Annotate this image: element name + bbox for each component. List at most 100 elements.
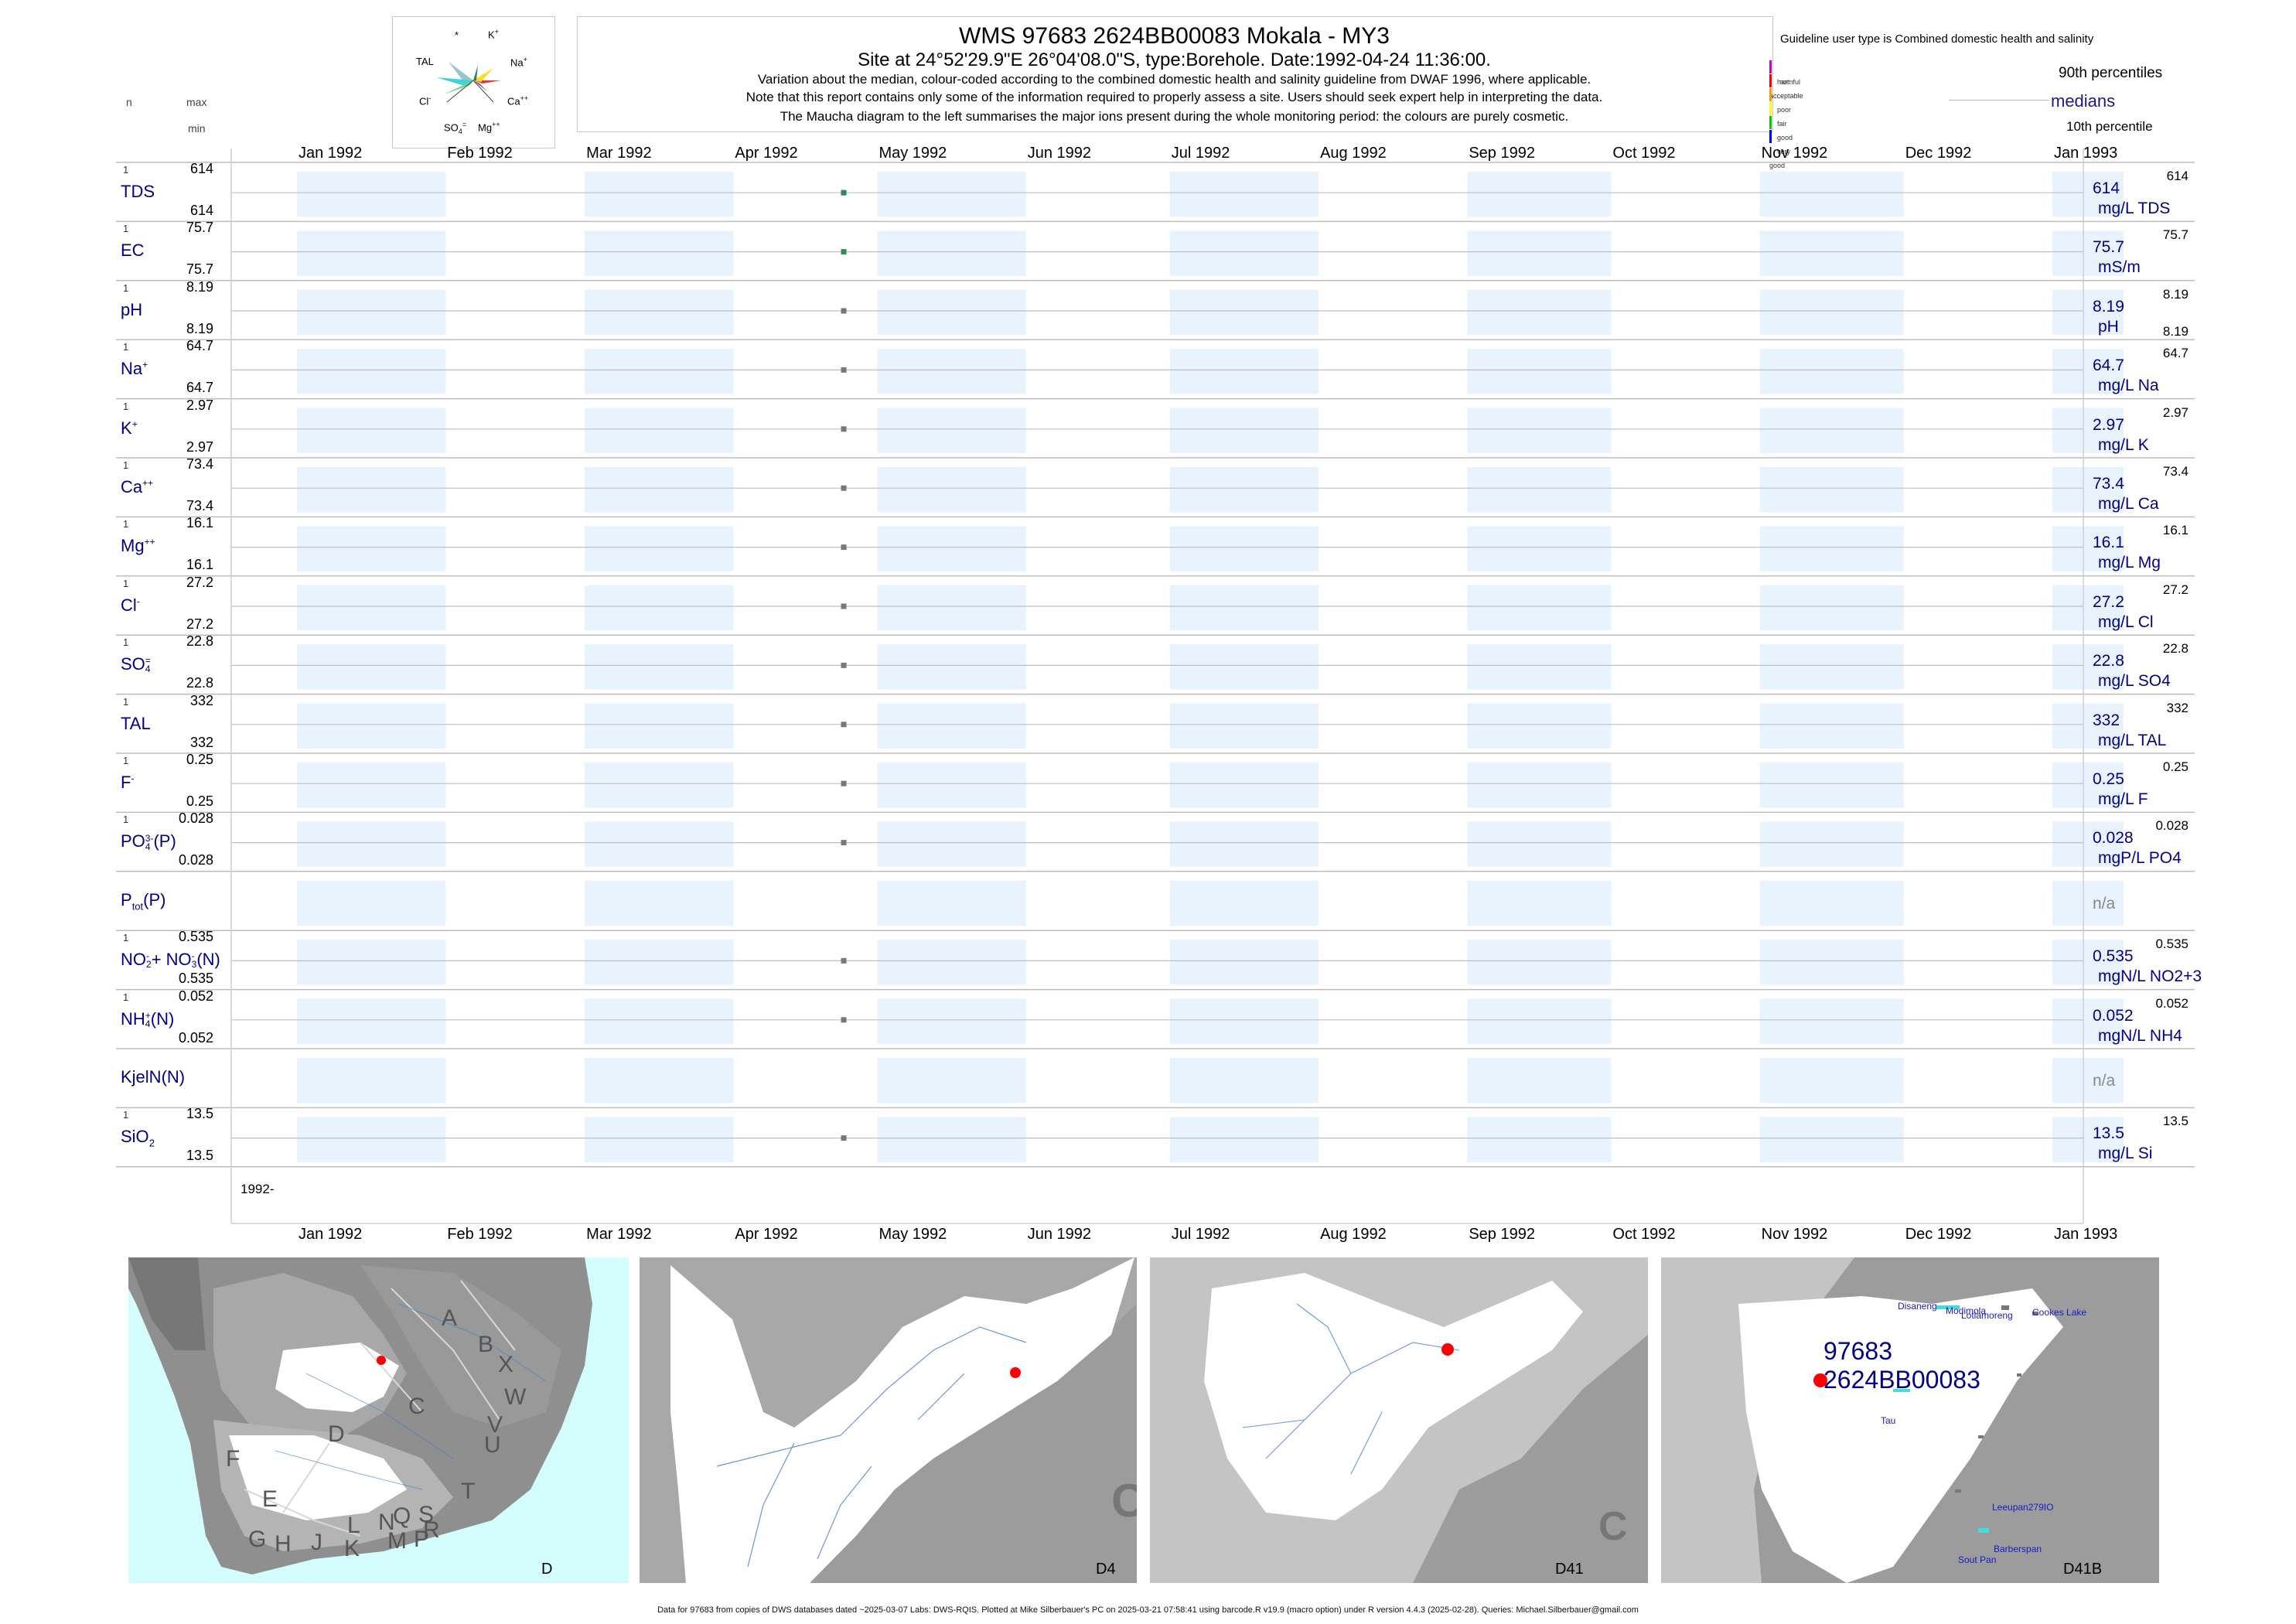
month-band	[1169, 998, 1319, 1044]
month-band	[1467, 230, 1612, 276]
legend-class: fair	[1769, 102, 1787, 130]
max-po4: 0.028	[178, 810, 213, 827]
month-band	[2052, 230, 2124, 276]
month-band	[585, 172, 734, 217]
na-kjeln: n/a	[2093, 1072, 2116, 1090]
month-label-bottom: Jan 1992	[299, 1226, 363, 1243]
sample-count-nh4: 1	[123, 991, 129, 1003]
p10-label: 10th percentile	[2066, 119, 2153, 134]
month-band	[585, 467, 734, 513]
month-band	[1759, 821, 1904, 867]
month-band	[297, 940, 446, 985]
month-band	[877, 940, 1026, 985]
unit-so4: mg/L SO4	[2098, 672, 2171, 691]
max-f: 0.25	[186, 752, 213, 767]
month-band	[2052, 467, 2124, 513]
month-band	[1169, 703, 1319, 749]
region-letter: B	[478, 1332, 494, 1357]
month-band	[2052, 763, 2124, 808]
region-letter: Q	[393, 1503, 411, 1529]
region-letter: R	[423, 1517, 440, 1543]
sample-count-na: 1	[123, 341, 129, 353]
median-value-so4: 22.8	[2093, 652, 2124, 670]
unit-ec: mS/m	[2098, 258, 2141, 277]
legend-label: very good	[1769, 148, 1791, 169]
month-band	[1759, 763, 1904, 808]
month-band	[585, 526, 734, 571]
median-label: medians	[2051, 91, 2116, 111]
param-name-po4: PO 3- 4 (P)	[121, 831, 176, 852]
month-band	[877, 289, 1026, 336]
month-band	[1169, 821, 1319, 867]
place-name: Lotlamoreng	[1961, 1310, 2013, 1321]
month-band	[2052, 940, 2124, 985]
sample-count-no23: 1	[123, 932, 129, 944]
month-band	[297, 349, 446, 394]
month-label-bottom: Dec 1992	[1905, 1226, 1972, 1243]
max-tds: 614	[189, 161, 213, 176]
month-band	[1759, 880, 1904, 926]
maucha-diagram: * K+ TAL Na+ Cl- Ca++ SO4= Mg++	[392, 16, 555, 148]
param-name-ca: Ca++	[121, 477, 154, 496]
legend-swatch	[1769, 60, 1772, 73]
month-band	[297, 998, 446, 1044]
median-value-nh4: 0.052	[2093, 1006, 2134, 1025]
map-d41-label: D41	[1555, 1561, 1584, 1578]
month-band	[1467, 585, 1612, 631]
month-band	[585, 408, 734, 453]
legend-label: fair	[1777, 120, 1787, 128]
month-band	[1169, 585, 1319, 631]
map-d-label: D	[541, 1561, 553, 1578]
sample-count-mg: 1	[123, 518, 129, 531]
p90-label: 90th percentiles	[2059, 65, 2163, 81]
legend-label: not acceptable	[1769, 78, 1803, 100]
param-name-so4: SO = 4	[121, 654, 151, 675]
unit-k: mg/L K	[2098, 435, 2149, 454]
month-label-top: Mar 1992	[586, 145, 652, 162]
month-band	[1759, 349, 1904, 394]
max-ca: 73.4	[186, 456, 213, 472]
map-d41: C D41	[1150, 1257, 1648, 1583]
month-band	[877, 703, 1026, 749]
min-cl: 27.2	[186, 616, 213, 632]
timeseries-chart	[116, 148, 2195, 1224]
max-tal: 332	[189, 692, 213, 708]
header-box	[577, 16, 1773, 132]
max-so4: 22.8	[186, 633, 213, 650]
region-letter: C	[408, 1394, 425, 1419]
data-point-ph	[841, 308, 847, 314]
unit-sio2: mg/L Si	[2098, 1145, 2153, 1163]
legend-class: very good	[1769, 130, 1790, 172]
month-band	[1467, 289, 1612, 336]
region-letter: U	[484, 1432, 501, 1458]
maucha-star-label: *	[455, 29, 459, 41]
data-point-so4	[841, 662, 847, 668]
param-name-ptot: Ptot(P)	[121, 889, 166, 913]
map-d4-graphic: C	[640, 1257, 1137, 1583]
unit-tal: mg/L TAL	[2098, 731, 2167, 749]
param-name-tal: TAL	[121, 713, 151, 733]
map-d41b-graphic	[1661, 1257, 2159, 1583]
month-band	[1759, 940, 1904, 985]
p90-value-na: 64.7	[2162, 346, 2189, 361]
month-label-top: Jul 1992	[1171, 145, 1230, 162]
sample-count-f: 1	[123, 755, 129, 766]
maucha-na-label: Na+	[510, 56, 527, 69]
region-letter: K	[344, 1536, 360, 1561]
param-name-k: K+	[121, 418, 138, 438]
month-band	[1467, 644, 1612, 690]
data-point-cl	[841, 603, 847, 609]
month-band	[1759, 467, 1904, 513]
legend-label: good	[1777, 134, 1793, 142]
month-band	[1169, 289, 1319, 336]
min-tal: 332	[189, 734, 213, 750]
month-label-bottom: Sep 1992	[1469, 1226, 1535, 1243]
p90-value-ec: 75.7	[2162, 227, 2189, 243]
month-band	[877, 172, 1026, 217]
sample-count-ca: 1	[123, 459, 129, 471]
svg-text:C: C	[1111, 1475, 1137, 1527]
month-band	[1759, 703, 1904, 749]
sample-count-ph: 1	[123, 281, 129, 294]
month-band	[1169, 644, 1319, 690]
